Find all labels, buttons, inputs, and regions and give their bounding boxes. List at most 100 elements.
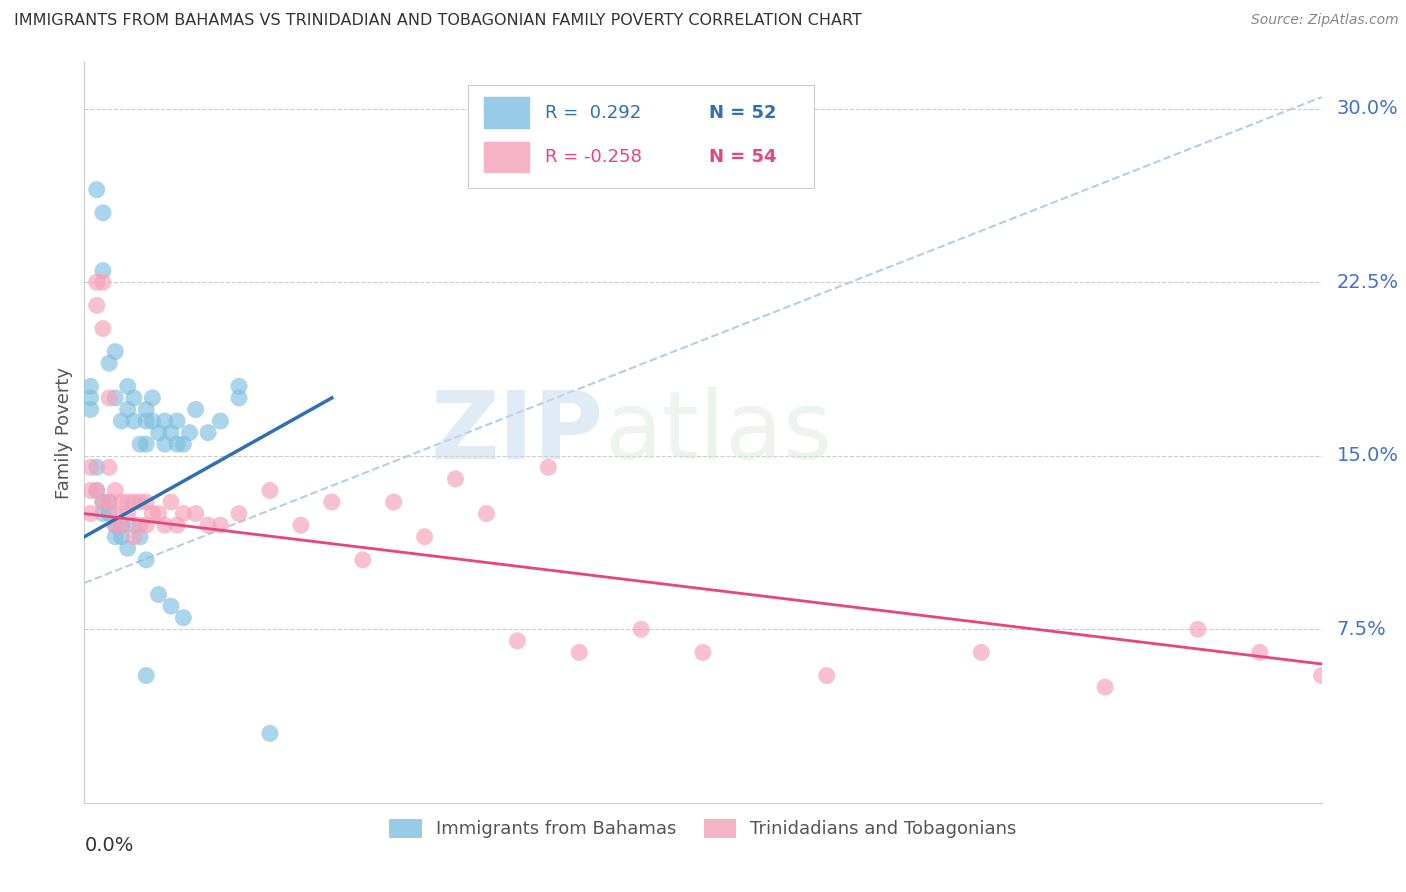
- Point: [104, 391, 127, 405]
- Point: [86, 460, 108, 475]
- Text: IMMIGRANTS FROM BAHAMAS VS TRINIDADIAN AND TOBAGONIAN FAMILY POVERTY CORRELATION: IMMIGRANTS FROM BAHAMAS VS TRINIDADIAN A…: [14, 13, 862, 29]
- Point: [197, 518, 219, 533]
- Point: [148, 425, 170, 440]
- Point: [444, 472, 467, 486]
- Point: [122, 530, 145, 544]
- Point: [1310, 668, 1333, 682]
- Point: [228, 391, 250, 405]
- Point: [382, 495, 405, 509]
- Point: [98, 495, 121, 509]
- Y-axis label: Family Poverty: Family Poverty: [55, 367, 73, 499]
- Point: [104, 344, 127, 359]
- Point: [172, 437, 194, 451]
- Point: [91, 321, 114, 335]
- Point: [172, 610, 194, 624]
- Text: N = 52: N = 52: [709, 103, 776, 122]
- Point: [110, 530, 132, 544]
- Point: [129, 530, 152, 544]
- Point: [117, 541, 139, 556]
- Point: [1249, 645, 1271, 659]
- Point: [815, 668, 838, 682]
- Point: [197, 425, 219, 440]
- Point: [91, 507, 114, 521]
- Point: [141, 391, 163, 405]
- Point: [79, 402, 101, 417]
- Text: ZIP: ZIP: [432, 386, 605, 479]
- Point: [104, 530, 127, 544]
- Point: [184, 402, 207, 417]
- Point: [91, 206, 114, 220]
- Point: [129, 518, 152, 533]
- Point: [172, 507, 194, 521]
- Text: 22.5%: 22.5%: [1337, 273, 1399, 292]
- Point: [135, 402, 157, 417]
- Point: [259, 483, 281, 498]
- Point: [110, 518, 132, 533]
- Point: [970, 645, 993, 659]
- Point: [98, 460, 121, 475]
- Point: [290, 518, 312, 533]
- Point: [86, 483, 108, 498]
- Point: [91, 495, 114, 509]
- Point: [104, 507, 127, 521]
- Bar: [482, 96, 530, 129]
- Point: [135, 518, 157, 533]
- Point: [79, 379, 101, 393]
- Point: [630, 622, 652, 636]
- Point: [79, 460, 101, 475]
- Point: [228, 379, 250, 393]
- Point: [117, 507, 139, 521]
- Point: [98, 507, 121, 521]
- Bar: [468, 85, 814, 188]
- Point: [568, 645, 591, 659]
- Point: [160, 495, 183, 509]
- Point: [166, 437, 188, 451]
- Point: [1187, 622, 1209, 636]
- Point: [135, 495, 157, 509]
- Text: 30.0%: 30.0%: [1337, 99, 1398, 119]
- Text: R =  0.292: R = 0.292: [544, 103, 641, 122]
- Point: [79, 483, 101, 498]
- Point: [228, 507, 250, 521]
- Point: [122, 518, 145, 533]
- Point: [117, 379, 139, 393]
- Point: [209, 518, 232, 533]
- Point: [79, 391, 101, 405]
- Text: Source: ZipAtlas.com: Source: ZipAtlas.com: [1251, 13, 1399, 28]
- Point: [352, 553, 374, 567]
- Point: [413, 530, 436, 544]
- Point: [166, 414, 188, 428]
- Point: [98, 391, 121, 405]
- Point: [104, 483, 127, 498]
- Text: R = -0.258: R = -0.258: [544, 148, 641, 166]
- Point: [91, 263, 114, 277]
- Point: [153, 437, 176, 451]
- Point: [135, 414, 157, 428]
- Point: [110, 414, 132, 428]
- Point: [122, 391, 145, 405]
- Point: [148, 588, 170, 602]
- Point: [135, 668, 157, 682]
- Bar: [482, 141, 530, 173]
- Point: [148, 507, 170, 521]
- Point: [86, 275, 108, 289]
- Point: [122, 414, 145, 428]
- Point: [166, 518, 188, 533]
- Point: [110, 518, 132, 533]
- Point: [110, 495, 132, 509]
- Point: [160, 425, 183, 440]
- Point: [104, 518, 127, 533]
- Point: [321, 495, 343, 509]
- Point: [91, 275, 114, 289]
- Point: [184, 507, 207, 521]
- Point: [135, 437, 157, 451]
- Text: 15.0%: 15.0%: [1337, 446, 1399, 466]
- Point: [209, 414, 232, 428]
- Point: [692, 645, 714, 659]
- Point: [117, 402, 139, 417]
- Text: 7.5%: 7.5%: [1337, 620, 1386, 639]
- Point: [1094, 680, 1116, 694]
- Point: [79, 507, 101, 521]
- Point: [135, 553, 157, 567]
- Point: [179, 425, 201, 440]
